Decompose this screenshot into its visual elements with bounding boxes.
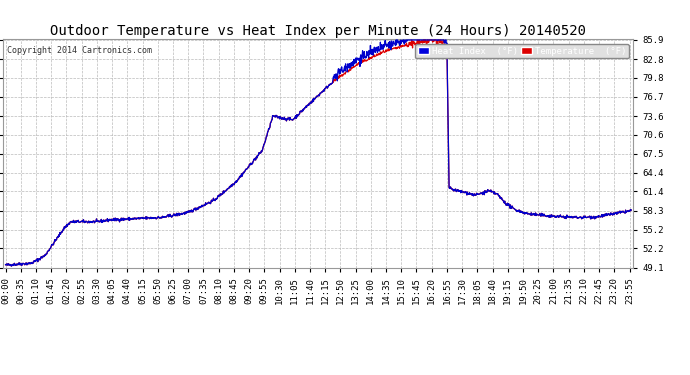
- Title: Outdoor Temperature vs Heat Index per Minute (24 Hours) 20140520: Outdoor Temperature vs Heat Index per Mi…: [50, 24, 586, 38]
- Legend: Heat Index  (°F), Temperature  (°F): Heat Index (°F), Temperature (°F): [415, 44, 629, 58]
- Text: Copyright 2014 Cartronics.com: Copyright 2014 Cartronics.com: [7, 46, 152, 55]
